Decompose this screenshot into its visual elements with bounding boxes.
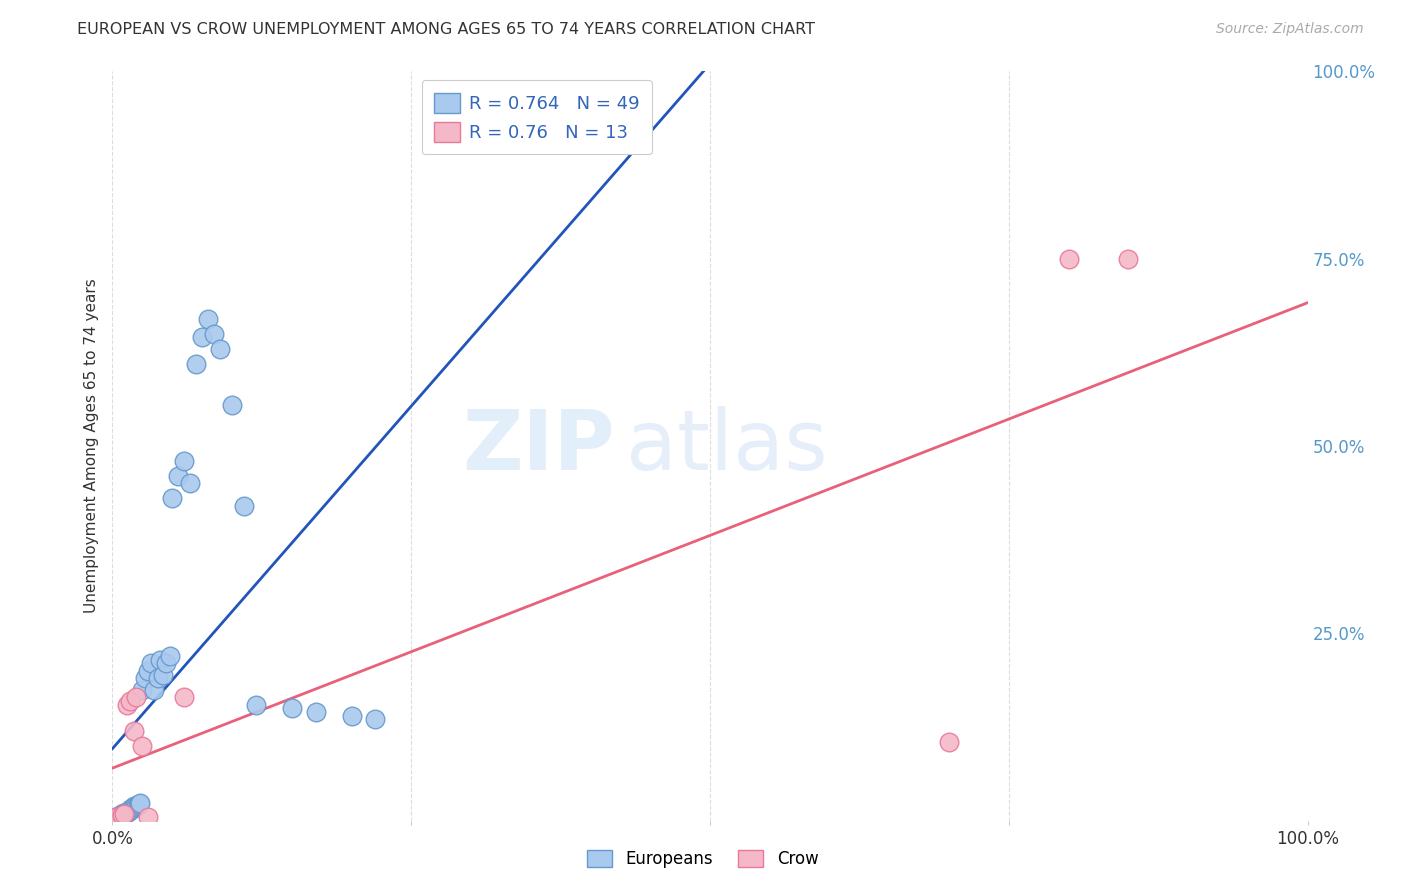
Point	[152, 667, 174, 681]
Point	[134, 671, 156, 685]
Point	[117, 805, 139, 820]
Point	[131, 739, 153, 753]
Point	[114, 806, 135, 821]
Point	[340, 708, 363, 723]
Point	[104, 811, 127, 825]
Point	[127, 797, 149, 812]
Point	[233, 499, 256, 513]
Point	[105, 810, 128, 824]
Point	[114, 806, 136, 821]
Point	[110, 807, 132, 822]
Point	[122, 723, 145, 738]
Y-axis label: Unemployment Among Ages 65 to 74 years: Unemployment Among Ages 65 to 74 years	[83, 278, 98, 614]
Text: ZIP: ZIP	[463, 406, 614, 486]
Point	[281, 701, 304, 715]
Point	[121, 800, 143, 814]
Point	[121, 802, 143, 816]
Legend: Europeans, Crow: Europeans, Crow	[581, 843, 825, 875]
Point	[173, 454, 195, 468]
Point	[125, 690, 148, 704]
Point	[105, 810, 128, 824]
Point	[112, 806, 135, 821]
Point	[111, 808, 134, 822]
Point	[245, 698, 267, 712]
Point	[105, 811, 128, 825]
Point	[138, 810, 160, 824]
Text: atlas: atlas	[627, 406, 828, 486]
Point	[191, 330, 214, 344]
Point	[221, 398, 243, 412]
Point	[125, 798, 148, 813]
Point	[173, 690, 195, 704]
Point	[139, 657, 162, 671]
Point	[159, 648, 181, 663]
Point	[115, 805, 138, 819]
Point	[202, 326, 225, 341]
Text: Source: ZipAtlas.com: Source: ZipAtlas.com	[1216, 22, 1364, 37]
Point	[115, 698, 138, 712]
Point	[108, 808, 131, 822]
Point	[186, 357, 208, 371]
Text: EUROPEAN VS CROW UNEMPLOYMENT AMONG AGES 65 TO 74 YEARS CORRELATION CHART: EUROPEAN VS CROW UNEMPLOYMENT AMONG AGES…	[77, 22, 815, 37]
Point	[146, 671, 169, 685]
Point	[162, 491, 183, 506]
Point	[103, 812, 125, 826]
Point	[1118, 252, 1140, 266]
Point	[122, 798, 145, 813]
Point	[118, 804, 141, 818]
Legend: R = 0.764   N = 49, R = 0.76   N = 13: R = 0.764 N = 49, R = 0.76 N = 13	[422, 80, 652, 154]
Point	[167, 469, 190, 483]
Point	[107, 809, 129, 823]
Point	[179, 476, 201, 491]
Point	[128, 797, 150, 812]
Point	[120, 802, 142, 816]
Point	[197, 311, 219, 326]
Point	[131, 682, 153, 697]
Point	[149, 652, 172, 666]
Point	[305, 705, 328, 719]
Point	[209, 342, 232, 356]
Point	[938, 735, 960, 749]
Point	[138, 664, 160, 678]
Point	[364, 713, 387, 727]
Point	[111, 806, 134, 821]
Point	[114, 807, 135, 822]
Point	[143, 682, 166, 697]
Point	[129, 797, 152, 811]
Point	[1057, 252, 1080, 266]
Point	[120, 694, 142, 708]
Point	[124, 800, 146, 814]
Point	[155, 657, 177, 671]
